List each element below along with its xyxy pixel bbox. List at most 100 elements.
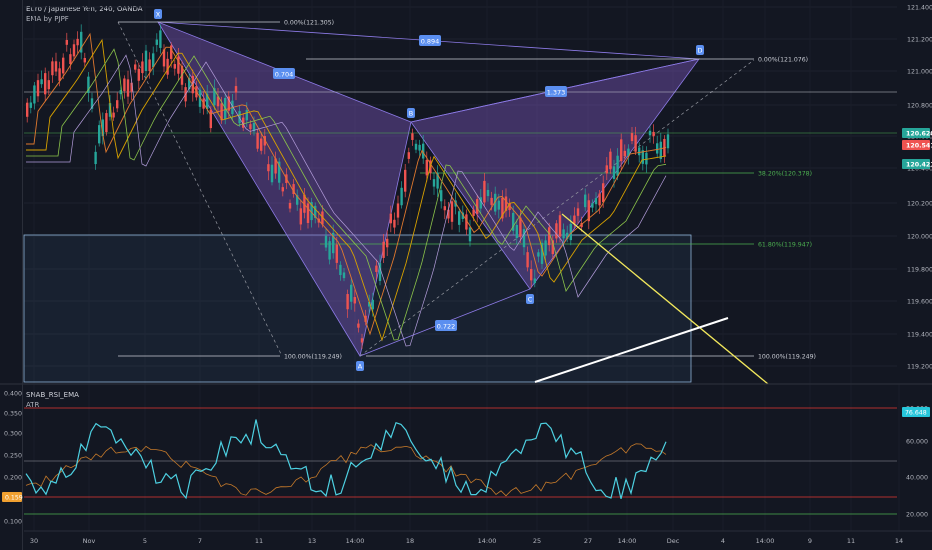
candle-body bbox=[562, 229, 565, 239]
candle-body bbox=[288, 202, 292, 209]
candle-body bbox=[612, 166, 616, 179]
price-tick: 120.200 bbox=[907, 201, 932, 208]
candle-body bbox=[497, 200, 500, 210]
pattern-point-tag bbox=[696, 45, 704, 55]
candle-body bbox=[227, 96, 230, 111]
candle-body bbox=[54, 61, 58, 72]
candle-body bbox=[555, 223, 558, 239]
candle-body bbox=[26, 102, 29, 117]
osc-left-tick: 0.200 bbox=[4, 475, 22, 482]
candle-body bbox=[105, 113, 108, 133]
time-axis[interactable]: 30 Nov 5 7 11 13 14:00 18 14:00 25 27 14:00 Dec 4 14:0… bbox=[24, 530, 932, 545]
candle-body bbox=[292, 184, 295, 195]
pattern-labels: X A B C D 0.704 0.894 1.373 0.722 bbox=[154, 9, 704, 371]
candle-body bbox=[645, 152, 648, 165]
time-tick: Nov bbox=[83, 537, 96, 545]
candle-body bbox=[101, 119, 104, 137]
candle-body bbox=[404, 169, 407, 192]
candle-body bbox=[638, 147, 641, 156]
candle-body bbox=[90, 98, 94, 109]
candle-body bbox=[580, 223, 583, 228]
candle-body bbox=[346, 294, 349, 310]
osc-left-tick: 0.400 bbox=[4, 391, 22, 398]
time-tick: Dec bbox=[667, 537, 680, 545]
candle-body bbox=[436, 172, 439, 189]
fib-levels: 0.00%(121.305) 0.00%(121.076) 38.20%(120.3… bbox=[24, 20, 897, 361]
time-tick: 14:00 bbox=[756, 537, 775, 545]
candle-body bbox=[461, 212, 464, 219]
fib-label: 0.00%(121.305) bbox=[284, 20, 334, 27]
osc-tag-text: 76.648 bbox=[905, 410, 927, 417]
candle-body bbox=[407, 152, 410, 159]
ratio-tag bbox=[545, 86, 567, 97]
candle-body bbox=[213, 88, 216, 106]
candle-body bbox=[634, 135, 637, 152]
candle-body bbox=[443, 206, 446, 211]
atr-line bbox=[25, 443, 667, 497]
candle-body bbox=[357, 323, 360, 328]
osc-tag bbox=[2, 492, 22, 502]
candle-body bbox=[411, 133, 414, 140]
candle-body bbox=[566, 232, 569, 239]
rsi-line bbox=[25, 419, 667, 500]
price-tick: 119.600 bbox=[907, 299, 932, 306]
yellow-trendline bbox=[561, 213, 769, 385]
candle-body bbox=[144, 50, 148, 71]
candle-body bbox=[458, 211, 461, 225]
candle-body bbox=[551, 240, 554, 255]
time-tick: 5 bbox=[143, 537, 147, 545]
drawing-toolbar bbox=[0, 0, 23, 550]
candle-body bbox=[537, 252, 540, 257]
ema-indicator-label[interactable]: EMA by PJPF bbox=[26, 15, 69, 23]
pattern-point-tag bbox=[526, 294, 534, 304]
time-tick: 13 bbox=[308, 537, 316, 545]
candle-body bbox=[432, 179, 436, 187]
candle-body bbox=[389, 213, 392, 224]
candle-body bbox=[515, 224, 518, 239]
candle-body bbox=[490, 197, 493, 205]
candle-body bbox=[483, 180, 486, 203]
ema-lines bbox=[26, 32, 667, 347]
time-tick: 14:00 bbox=[346, 537, 365, 545]
ratio-text: 1.373 bbox=[547, 89, 566, 97]
ratio-tag bbox=[435, 320, 457, 331]
pattern-point-letter: A bbox=[358, 363, 363, 371]
candle-body bbox=[72, 44, 76, 57]
candle-body bbox=[281, 187, 284, 192]
candle-body bbox=[98, 125, 101, 144]
fib-label: 38.20%(120.378) bbox=[758, 171, 812, 178]
candle-body bbox=[58, 68, 61, 81]
candle-body bbox=[353, 297, 356, 304]
candle-body bbox=[260, 138, 263, 151]
candle-body bbox=[479, 197, 482, 209]
candle-body bbox=[584, 194, 587, 208]
candle-body bbox=[173, 64, 176, 69]
candle-body bbox=[141, 61, 144, 74]
candle-body bbox=[324, 235, 328, 248]
candle-body bbox=[238, 111, 241, 124]
candle-body bbox=[627, 148, 630, 157]
atr-label[interactable]: ATR bbox=[26, 401, 40, 409]
candle-body bbox=[148, 59, 151, 71]
candle-body bbox=[630, 133, 634, 142]
candle-body bbox=[342, 272, 346, 279]
candle-body bbox=[245, 110, 248, 121]
price-tick: 119.400 bbox=[907, 332, 932, 339]
price-tag-text: 120.421 bbox=[906, 162, 932, 169]
price-axis[interactable]: 121.400121.200121.000120.800120.600120.4… bbox=[897, 0, 932, 384]
price-tag-text: 120.620 bbox=[906, 131, 932, 138]
candle-body bbox=[177, 56, 180, 74]
oscillator-label[interactable]: SNAB_RSI_EMA bbox=[26, 391, 79, 399]
candle-body bbox=[526, 252, 529, 268]
ratio-text: 0.894 bbox=[421, 38, 440, 46]
candle-body bbox=[123, 78, 126, 92]
candle-body bbox=[530, 269, 533, 281]
osc-tag bbox=[902, 407, 930, 417]
candle-body bbox=[87, 76, 90, 94]
symbol-title[interactable]: Euro / Japanese Yen, 240, OANDA bbox=[26, 5, 143, 13]
ratio-tag bbox=[273, 68, 295, 79]
candle-body bbox=[155, 39, 158, 45]
ema-fast bbox=[26, 32, 667, 336]
candle-body bbox=[382, 241, 385, 258]
